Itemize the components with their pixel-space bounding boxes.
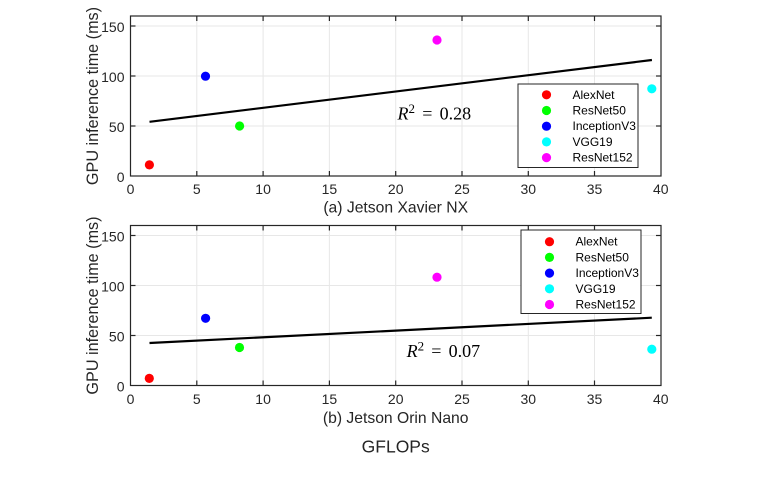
svg-text:ResNet152: ResNet152 xyxy=(576,298,636,312)
svg-text:InceptionV3: InceptionV3 xyxy=(576,266,640,280)
svg-text:0: 0 xyxy=(127,391,135,407)
svg-text:150: 150 xyxy=(101,229,125,245)
svg-text:(a) Jetson Xavier NX: (a) Jetson Xavier NX xyxy=(323,200,468,217)
svg-text:35: 35 xyxy=(587,181,603,197)
svg-text:35: 35 xyxy=(587,391,603,407)
svg-text:0: 0 xyxy=(117,169,125,185)
svg-text:25: 25 xyxy=(454,181,470,197)
svg-text:GFLOPs: GFLOPs xyxy=(362,437,430,457)
svg-text:50: 50 xyxy=(109,329,125,345)
svg-text:0: 0 xyxy=(127,181,135,197)
svg-text:10: 10 xyxy=(255,181,271,197)
svg-text:100: 100 xyxy=(101,279,125,295)
svg-text:5: 5 xyxy=(193,391,201,407)
svg-text:150: 150 xyxy=(101,19,125,35)
svg-text:50: 50 xyxy=(109,119,125,135)
svg-text:20: 20 xyxy=(388,391,404,407)
svg-text:GPU inference time (ms): GPU inference time (ms) xyxy=(84,216,102,394)
svg-text:40: 40 xyxy=(653,181,669,197)
svg-text:30: 30 xyxy=(521,181,537,197)
svg-text:25: 25 xyxy=(454,391,470,407)
svg-text:VGG19: VGG19 xyxy=(573,135,613,149)
svg-text:GPU inference time (ms): GPU inference time (ms) xyxy=(84,7,102,185)
svg-text:(b) Jetson Orin Nano: (b) Jetson Orin Nano xyxy=(323,410,469,427)
svg-text:5: 5 xyxy=(193,181,201,197)
svg-text:15: 15 xyxy=(322,181,338,197)
svg-text:100: 100 xyxy=(101,69,125,85)
svg-text:ResNet50: ResNet50 xyxy=(573,104,627,118)
svg-text:R2 = 0.28: R2 = 0.28 xyxy=(397,101,472,124)
svg-text:InceptionV3: InceptionV3 xyxy=(573,119,637,133)
svg-text:ResNet152: ResNet152 xyxy=(573,151,633,165)
svg-text:VGG19: VGG19 xyxy=(576,282,616,296)
svg-text:40: 40 xyxy=(653,391,669,407)
svg-text:ResNet50: ResNet50 xyxy=(576,250,630,264)
svg-text:15: 15 xyxy=(322,391,338,407)
svg-text:30: 30 xyxy=(521,391,537,407)
svg-text:0: 0 xyxy=(117,379,125,395)
svg-text:20: 20 xyxy=(388,181,404,197)
svg-text:R2 = 0.07: R2 = 0.07 xyxy=(406,338,481,361)
svg-text:10: 10 xyxy=(255,391,271,407)
svg-text:AlexNet: AlexNet xyxy=(576,235,619,249)
svg-text:AlexNet: AlexNet xyxy=(573,88,616,102)
